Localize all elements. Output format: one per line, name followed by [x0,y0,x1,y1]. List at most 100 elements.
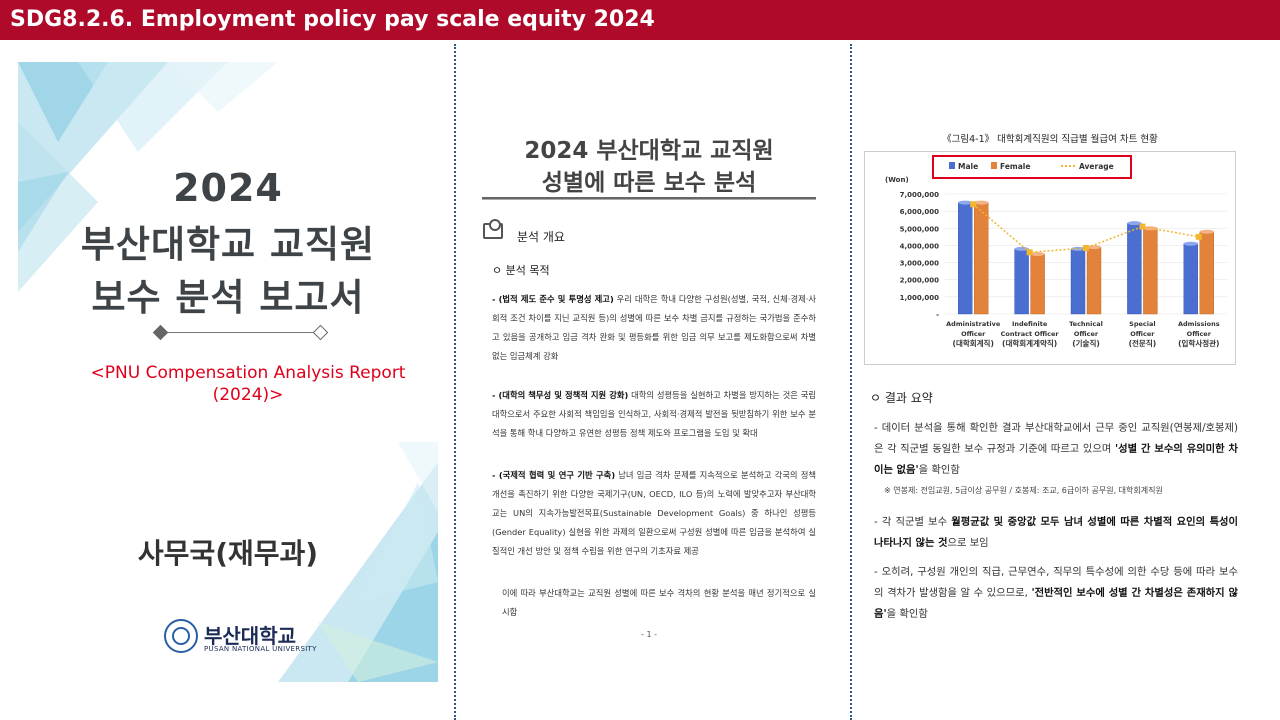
document-title-line1: 2024 부산대학교 교직원 [524,138,774,164]
university-logo-english: PUSAN NATIONAL UNIVERSITY [204,645,317,653]
y-tick-label: 3,000,000 [900,260,940,268]
x-tick-label: (대학회계직) [953,338,994,348]
y-tick-label: 7,000,000 [900,191,940,199]
bar-female [1086,246,1102,315]
salary-chart-svg: Male Female Average (Won) 7,000,000 6,000,000… [885,155,1227,348]
y-tick-label: - [936,311,939,319]
result-emphasis: 월평균값 및 중앙값 모두 남녀 성별에 따른 차별적 요인의 특성이 나타나지… [874,516,1238,549]
bar-male-cap [958,200,973,205]
bar-female [1143,228,1158,315]
y-tick-label: 5,000,000 [900,225,940,233]
bar-female [1030,253,1045,315]
paragraph-lead: - (법적 제도 준수 및 투명성 제고) [492,294,614,304]
average-point [1195,233,1202,240]
cover-title-line2: 보수 분석 보고서 [91,276,365,319]
document-title-line2: 성별에 따른 보수 분석 [541,170,757,196]
bar-female-cap [1199,229,1214,234]
average-point [1026,249,1033,256]
bar-male-cap [1127,221,1142,226]
section-title-results: ㅇ 결과 요약 [870,391,933,405]
legend-label-male: Male [958,162,978,171]
cover-english-title: <PNU Compensation Analysis Report (2024)… [18,362,438,406]
result-text: 을 확인함 [886,608,928,620]
x-tick-label: (전문직) [1129,338,1157,348]
y-tick-label: 2,000,000 [900,277,940,285]
x-tick-label: Officer [1130,330,1155,338]
cover-divider-line [158,332,323,333]
average-point [1139,223,1146,230]
bar-male-cap [1071,246,1085,251]
result-paragraph-2: - 각 직군별 보수 월평균값 및 중앙값 모두 남녀 성별에 따른 차별적 요… [874,512,1238,554]
bar-female-cap [1030,252,1045,256]
paragraph-lead: - (국제적 협력 및 연구 기반 구축) [492,470,616,480]
result-emphasis: '성별 간 보수의 유의미한 차이는 없음' [874,443,1238,476]
result-emphasis: '전반적인 보수에 성별 간 차별성은 존재하지 않음' [874,587,1238,620]
x-tick-label: Special [1129,320,1155,328]
university-logo-korean: 부산대학교 [204,624,296,648]
bar-male [1070,248,1086,315]
column-divider-left [454,44,456,720]
x-tick-label: Contract Officer [1001,330,1060,338]
paragraph-body: 남녀 임금 격차 문제를 지속적으로 분석하고 각국의 정책 개선을 촉진하기 … [492,470,816,556]
section-title-overview: 분석 개요 [517,230,565,244]
legend-label-average: Average [1079,162,1114,171]
cover-title-line1: 부산대학교 교직원 [80,223,376,266]
result-paragraph-1: - 데이터 분석을 통해 확인한 결과 부산대학교에서 근무 중인 교직원(연봉… [874,418,1238,481]
x-tick-label: Officer [1074,330,1099,338]
average-point [970,201,977,208]
result-text: - 각 직군별 보수 [874,516,952,528]
bar-male [957,202,973,315]
subsection-title-purpose: ㅇ 분석 목적 [492,264,550,277]
x-tick-label: Administrative [946,320,1001,328]
result-text: 으로 보임 [947,537,989,549]
cover-department: 사무국(재무과) [137,537,319,570]
average-line [972,203,1199,254]
result-text: - 데이터 분석을 통해 확인한 결과 부산대학교에서 근무 중인 교직원(연봉… [874,422,1238,455]
figure-caption: 《그림4-1》 대학회계직원의 직급별 월급여 차트 현황 [942,134,1158,145]
cover-background-triangles [18,62,438,682]
bar-male-cap [1183,241,1198,246]
bar-female [1199,231,1214,315]
employment-type-note: ※ 연봉제: 전임교원, 5급이상 공무원 / 호봉제: 조교, 6급이하 공무… [884,486,1163,495]
result-text: 을 확인함 [918,464,960,476]
purpose-paragraph-2: - (대학의 책무성 및 정책적 지원 강화) 대학의 성평등을 실현하고 차별… [492,386,816,443]
bar-female-cap [1143,226,1158,231]
x-tick-label: (대학회계계약직) [1002,338,1057,348]
document-title-rule [482,197,816,200]
salary-chart: Male Female Average (Won) 7,000,000 6,000,000… [864,151,1236,365]
bar-male [1014,248,1029,315]
cover-english-line1: <PNU Compensation Analysis Report [90,363,406,383]
bar-male-cap [1014,246,1029,251]
analysis-section-icon [483,219,503,239]
legend-highlight-box [932,155,1132,179]
bar-male [1183,243,1198,315]
average-point [1083,245,1089,251]
purpose-paragraph-3: - (국제적 협력 및 연구 기반 구축) 남녀 임금 격차 문제를 지속적으로… [492,466,816,561]
x-tick-label: Technical [1069,320,1103,328]
bar-female [973,202,989,315]
x-tick-label: Admissions [1178,320,1220,328]
bar-female-cap [1087,245,1101,250]
cover-english-line2: (2024)> [212,385,284,405]
x-tick-label: (기술직) [1072,338,1100,348]
paragraph-lead: - (대학의 책무성 및 정책적 지원 강화) [492,390,629,400]
bar-male [1127,222,1142,315]
y-tick-label: 4,000,000 [900,242,940,250]
x-tick-label: Indefinite [1012,320,1048,328]
slide-title: SDG8.2.6. Employment policy pay scale eq… [0,0,1280,40]
x-tick-label: Officer [961,330,986,338]
cover-year: 2024 [173,166,283,210]
result-paragraph-3: - 오히려, 구성원 개인의 직급, 근무연수, 직무의 특수성에 의한 수당 … [874,562,1238,625]
legend-swatch-male [949,162,955,169]
purpose-paragraph-4: 이에 따라 부산대학교는 교직원 성별에 따른 보수 격차의 현황 분석을 매년… [502,588,816,617]
y-tick-label: 6,000,000 [900,208,940,216]
x-tick-label: (입학사정관) [1178,338,1219,348]
paragraph-body: 우리 대학은 학내 다양한 구성원(성별, 국적, 신체·경제·사회적 조건 차… [492,294,816,361]
column-divider-right [850,44,852,720]
purpose-paragraph-1: - (법적 제도 준수 및 투명성 제고) 우리 대학은 학내 다양한 구성원(… [492,290,816,366]
page-number: - 1 - [641,630,657,639]
university-emblem-icon [164,619,198,653]
result-text: - 오히려, 구성원 개인의 직급, 근무연수, 직무의 특수성에 의한 수당 … [874,566,1238,599]
report-cover-image: 2024 부산대학교 교직원 보수 분석 보고서 <PNU Compensati… [18,62,438,682]
legend-swatch-female [991,162,997,169]
